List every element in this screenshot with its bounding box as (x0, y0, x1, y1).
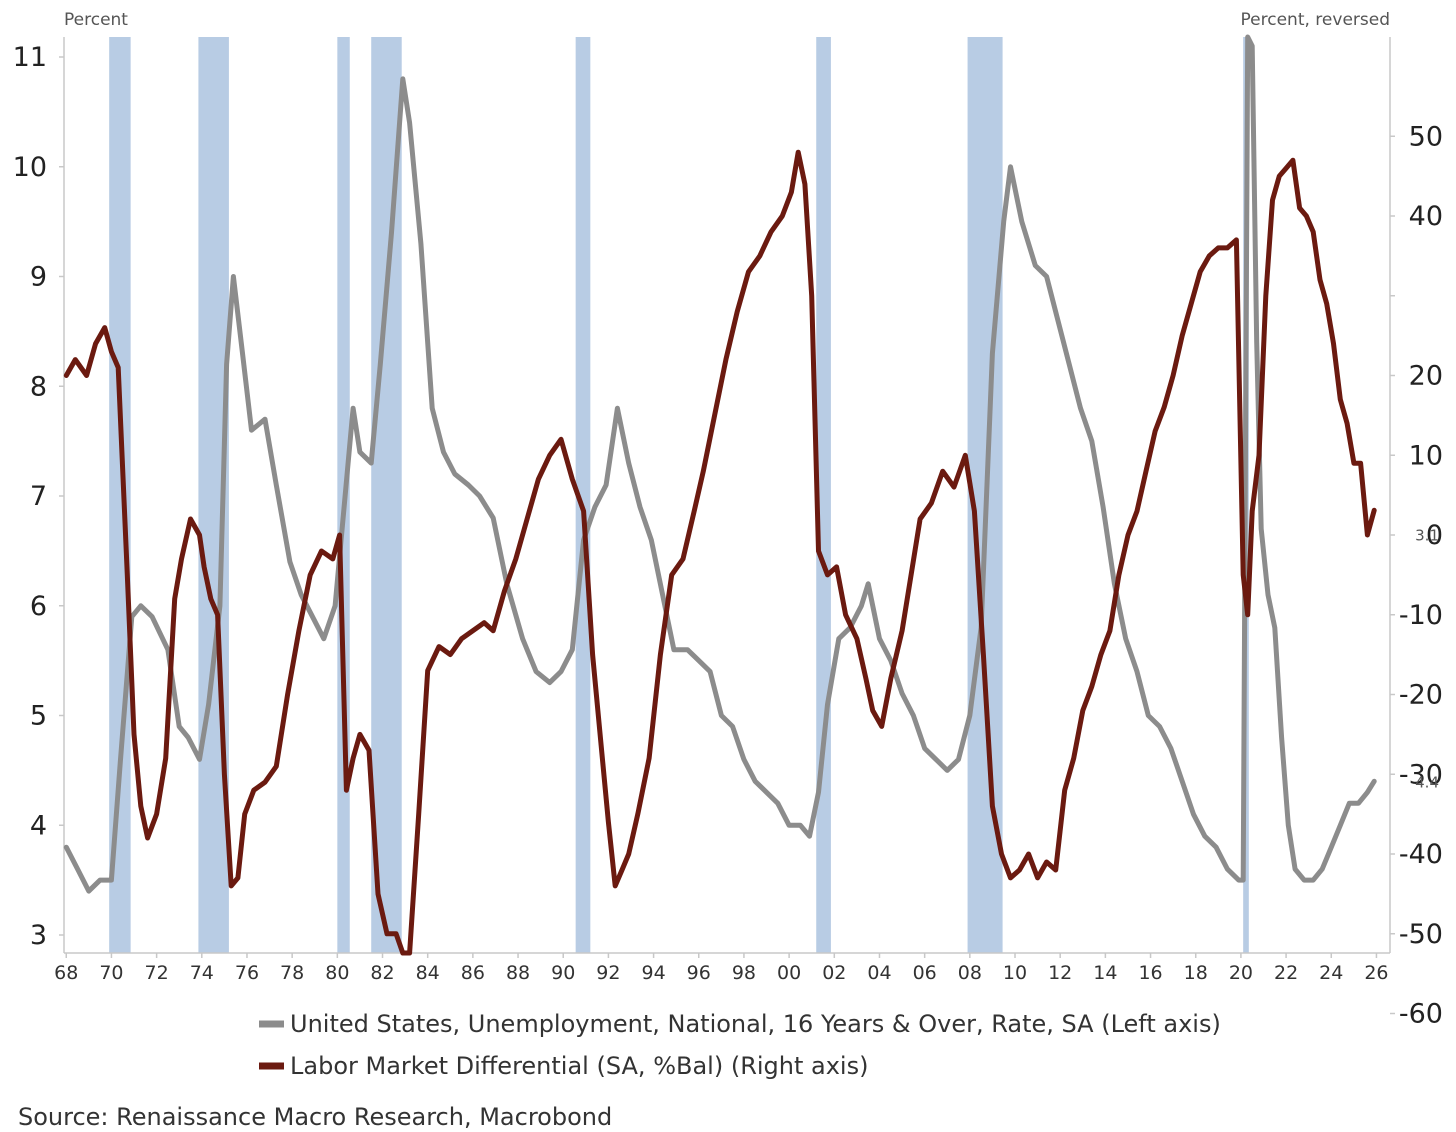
x-tick-label-19: 06 (913, 962, 937, 984)
end-label-unemployment-rate: 4.4 (1415, 773, 1439, 791)
right-tick-label-4: 10 (1409, 440, 1443, 471)
series-lines (63, 34, 1377, 956)
right-tick-label-0: 50 (1409, 121, 1443, 152)
recession-band-0 (109, 37, 131, 953)
x-tick-label-8: 84 (416, 962, 440, 984)
left-axis-ticks: 3 4 5 6 7 8 9 10 11 (13, 42, 64, 951)
x-tick-label-14: 96 (687, 962, 711, 984)
right-tick-label-5: 0 (1426, 520, 1443, 551)
x-tick-label-12: 92 (596, 962, 620, 984)
left-tick-label-11: 11 (13, 42, 47, 73)
right-tick-label-11: -60 (1399, 999, 1443, 1030)
x-tick-label-2: 72 (145, 962, 169, 984)
x-axis-ticks: 68 70 72 74 76 78 80 82 84 86 88 90 92 94 96 98 00 02 04 06… (54, 953, 1389, 984)
left-axis-unit-label: Percent (64, 10, 128, 30)
left-tick-label-4: 4 (30, 810, 47, 841)
x-tick-label-29: 26 (1364, 962, 1388, 984)
axes (63, 37, 1391, 954)
x-tick-label-1: 70 (99, 962, 123, 984)
x-tick-label-23: 14 (1093, 962, 1117, 984)
right-axis-ticks: 50 40 20 10 0 -10 -20 -30 -40 -50 -60 (1390, 121, 1443, 1030)
end-value-labels: 4.4 3.1 (1415, 526, 1439, 791)
x-tick-label-24: 16 (1138, 962, 1162, 984)
source-note: Source: Renaissance Macro Research, Macr… (18, 1103, 612, 1131)
x-tick-label-6: 80 (325, 962, 349, 984)
right-tick-label-8: -30 (1399, 759, 1443, 790)
x-tick-label-28: 24 (1319, 962, 1343, 984)
x-tick-label-11: 90 (551, 962, 575, 984)
x-tick-label-4: 76 (235, 962, 259, 984)
x-tick-label-22: 12 (1048, 962, 1072, 984)
x-tick-label-27: 22 (1274, 962, 1298, 984)
x-tick-label-20: 08 (958, 962, 982, 984)
end-label-labor-market-differential: 3.1 (1415, 526, 1439, 544)
x-tick-label-15: 98 (732, 962, 756, 984)
x-tick-label-3: 74 (190, 962, 214, 984)
right-tick-label-3: 20 (1409, 361, 1443, 392)
legend: United States, Unemployment, National, 1… (259, 1010, 1221, 1080)
x-tick-label-13: 94 (641, 962, 665, 984)
legend-label-unemployment: United States, Unemployment, National, 1… (290, 1010, 1221, 1038)
right-axis-unit-label: Percent, reversed (1241, 10, 1390, 30)
x-tick-label-5: 78 (280, 962, 304, 984)
left-tick-label-3: 3 (30, 920, 47, 951)
recession-band-4 (575, 37, 591, 953)
x-tick-label-18: 04 (867, 962, 891, 984)
x-tick-label-25: 18 (1184, 962, 1208, 984)
series-line-unemployment-rate (63, 34, 1377, 894)
right-tick-label-1: 40 (1409, 201, 1443, 232)
right-tick-label-10: -50 (1399, 919, 1443, 950)
legend-label-labor-differential: Labor Market Differential (SA, %Bal) (Ri… (290, 1052, 868, 1080)
left-tick-label-10: 10 (13, 152, 47, 183)
x-tick-label-9: 86 (461, 962, 485, 984)
x-tick-label-7: 82 (370, 962, 394, 984)
x-tick-label-10: 88 (506, 962, 530, 984)
left-tick-label-7: 7 (30, 481, 47, 512)
x-tick-label-17: 02 (822, 962, 846, 984)
left-tick-label-8: 8 (30, 371, 47, 402)
x-tick-label-26: 20 (1229, 962, 1253, 984)
x-tick-label-21: 10 (1003, 962, 1027, 984)
x-tick-label-16: 00 (777, 962, 801, 984)
right-tick-label-7: -20 (1399, 680, 1443, 711)
left-tick-label-6: 6 (30, 591, 47, 622)
series-line-labor-market-differential (63, 149, 1377, 956)
right-tick-label-9: -40 (1399, 839, 1443, 870)
left-tick-label-5: 5 (30, 701, 47, 732)
x-tick-label-0: 68 (54, 962, 78, 984)
left-tick-label-9: 9 (30, 262, 47, 293)
right-tick-label-6: -10 (1399, 600, 1443, 631)
